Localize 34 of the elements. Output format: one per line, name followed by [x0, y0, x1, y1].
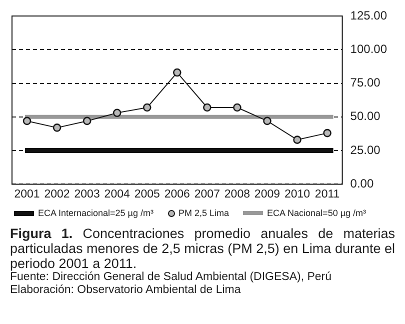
text: Elaboración: Observatorio Ambiental de Lima: [10, 284, 242, 297]
point: [82, 116, 92, 126]
x-tick-label: 2011: [314, 188, 340, 200]
point: [233, 103, 242, 112]
x-tick-label: 2009: [254, 188, 280, 200]
point: [203, 103, 212, 112]
text: Figura 1. Concentraciones promedio anuales de materias particuladas menores de 2,5 micras (PM 2,5) en Lima durante el periodo 2001 a 2011.: [10, 226, 395, 271]
x-tick-label: 2010: [284, 188, 310, 200]
x-tick-label: 2005: [134, 188, 160, 200]
point: [142, 103, 152, 112]
point: [52, 124, 62, 132]
point: [112, 108, 122, 118]
legend-label: PM 2,5 Lima: [178, 208, 230, 218]
x-tick-label: 2004: [104, 188, 130, 200]
y-tick-label: 100.00: [350, 42, 388, 56]
source-note: Fuente: Dirección General de Salud Ambiental (DIGESA), Perú: [10, 271, 333, 284]
point: [263, 116, 272, 126]
y-tick-label: 75.00: [350, 76, 381, 90]
x-tick-label: 2008: [224, 188, 250, 200]
x-tick-label: 2003: [74, 188, 100, 200]
y-tick-label: 125.00: [350, 8, 388, 22]
y-tick-label: 0.00: [350, 176, 374, 191]
point: [323, 128, 332, 138]
x-tick-label: 2006: [164, 188, 190, 200]
x-tick-label: 2002: [44, 188, 70, 200]
legend-label: ECA Internacional=25 µg /m³: [38, 208, 154, 218]
x-tick-label: 2007: [194, 188, 220, 200]
point: [173, 68, 182, 77]
legend-label: ECA Nacional=50 µg /m³: [267, 208, 366, 218]
point: [22, 116, 32, 126]
y-tick-label: 25.00: [350, 142, 381, 157]
x-tick-label: 2001: [14, 188, 40, 200]
point: [293, 136, 302, 144]
y-tick-label: 50.00: [350, 109, 381, 124]
